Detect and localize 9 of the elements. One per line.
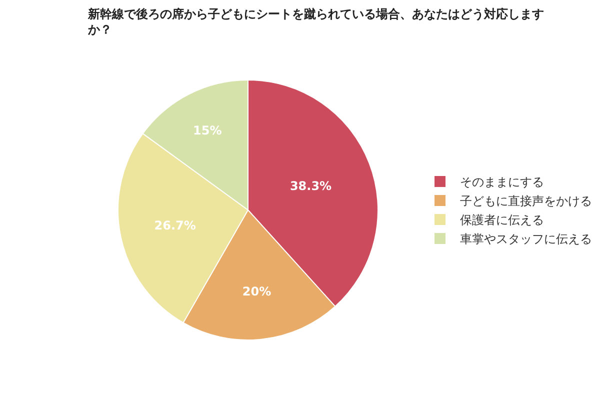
data-label: 15% <box>193 123 222 138</box>
legend-label: 保護者に伝える <box>460 213 544 228</box>
data-label: 26.7% <box>154 218 196 233</box>
data-label: 38.3% <box>290 178 332 193</box>
data-label: 20% <box>242 284 272 298</box>
legend-label: 車掌やスタッフに伝える <box>460 232 592 246</box>
legend-label: そのままにする <box>460 175 544 190</box>
chart-title: 新幹線で後ろの席から子どもにシートを蹴られている場合、あなたはどう対応しますか？ <box>87 7 544 37</box>
legend-label: 子どもに直接声をかける <box>460 194 592 208</box>
